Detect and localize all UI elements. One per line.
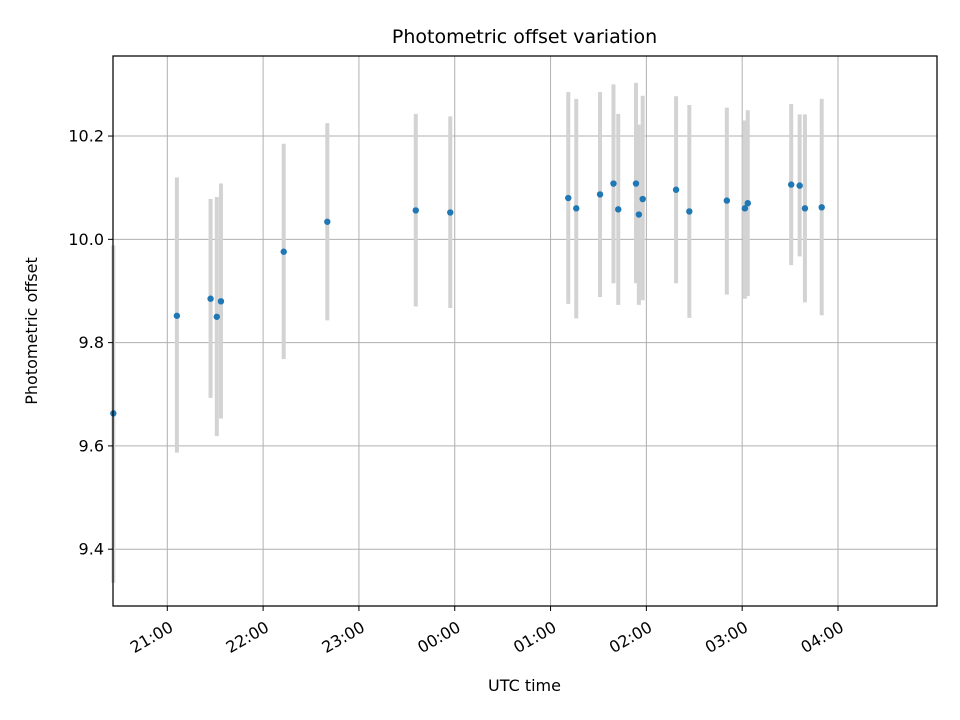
data-point — [818, 204, 825, 211]
plot-frame — [112, 55, 938, 607]
data-point — [639, 195, 646, 203]
data-point — [686, 208, 693, 215]
data-point — [324, 218, 331, 225]
data-point — [213, 313, 220, 320]
data-point — [596, 191, 604, 198]
data-point — [447, 209, 454, 216]
data-point — [207, 295, 214, 302]
y-tick-label: 9.6 — [79, 436, 104, 455]
data-point — [173, 312, 181, 319]
y-axis: 9.4 9.6 9.8 10.0 10.2 — [68, 127, 113, 559]
y-tick-label: 9.8 — [79, 333, 104, 352]
y-tick-label: 9.4 — [79, 540, 104, 559]
y-axis-label: Photometric offset — [22, 257, 41, 405]
x-axis-label: UTC time — [488, 676, 561, 695]
data-point — [744, 199, 751, 207]
data-point — [280, 248, 287, 255]
data-point — [615, 206, 622, 213]
data-point — [217, 298, 225, 305]
data-point — [573, 205, 580, 212]
data-points — [110, 180, 825, 417]
y-tick-label: 10.2 — [68, 127, 104, 146]
data-point — [723, 197, 731, 204]
data-point — [610, 180, 617, 187]
chart-title: Photometric offset variation — [392, 26, 657, 48]
data-point — [796, 182, 803, 189]
data-point — [565, 194, 572, 202]
data-point — [632, 180, 640, 187]
data-point — [412, 207, 419, 214]
data-point — [672, 186, 680, 193]
data-point — [788, 181, 795, 188]
data-point — [635, 211, 643, 218]
data-point — [741, 205, 749, 212]
data-point — [801, 205, 809, 212]
y-tick-label: 10.0 — [68, 230, 104, 249]
